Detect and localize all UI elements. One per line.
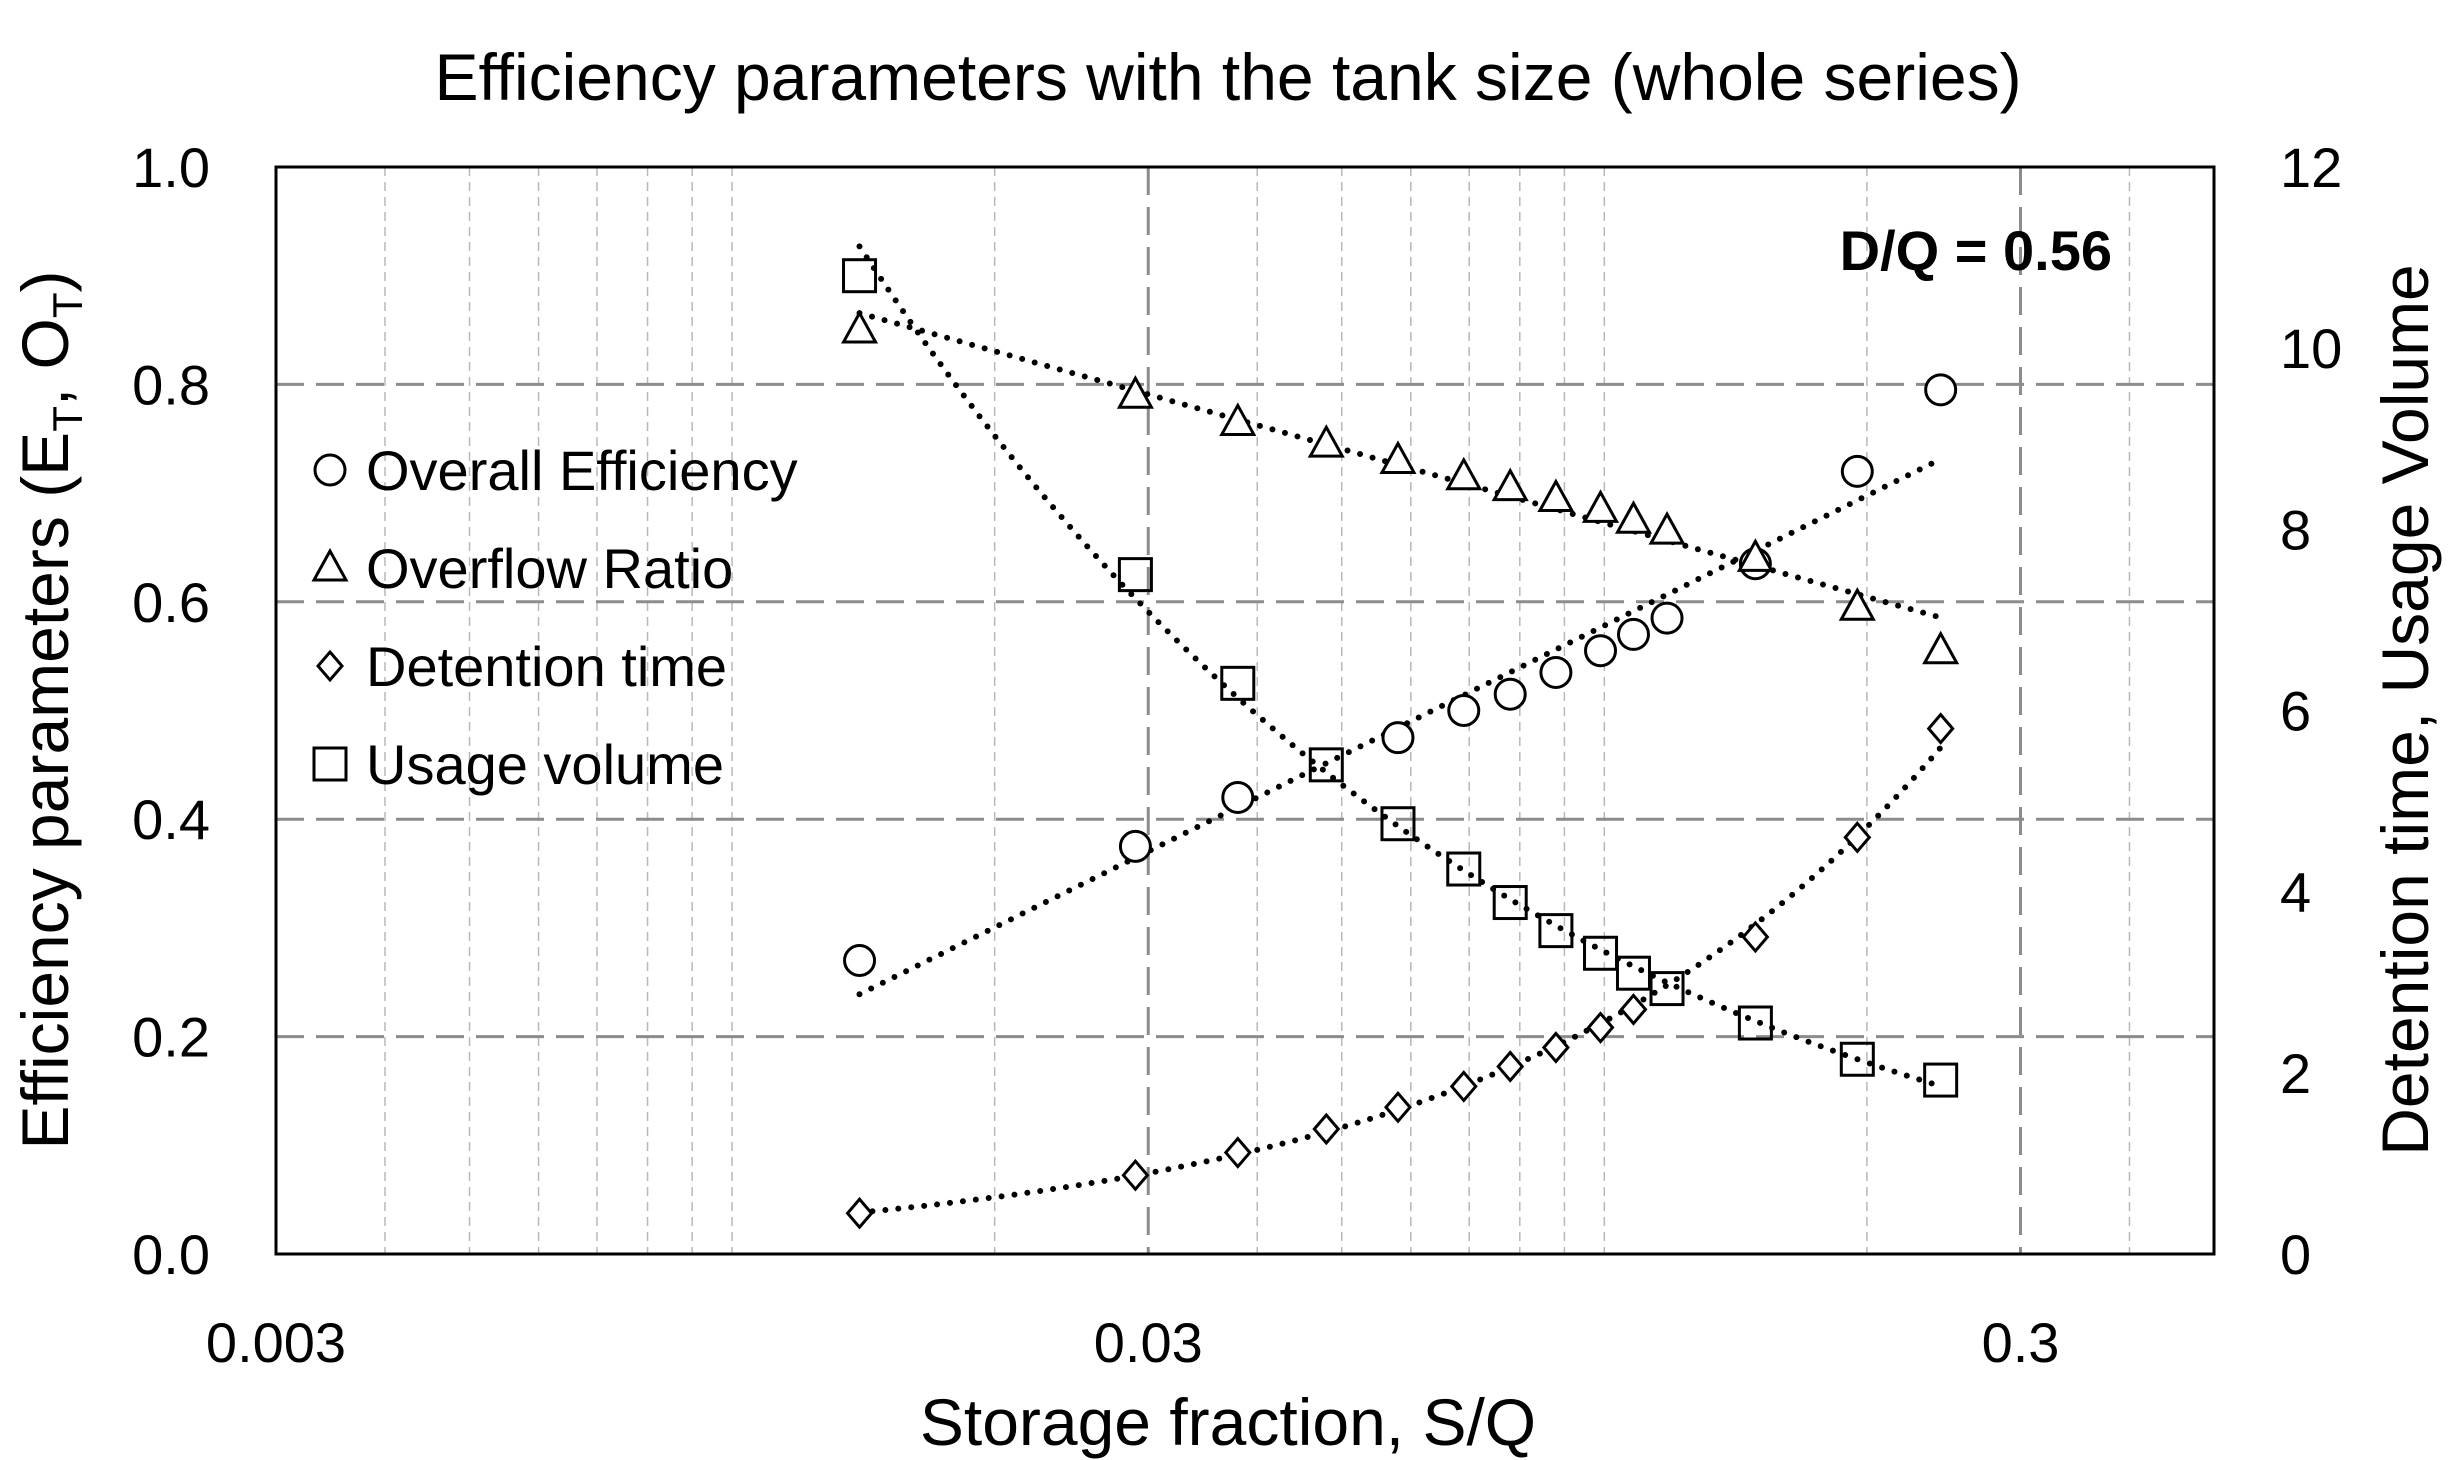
y-right-tick-label: 10 (2280, 317, 2342, 380)
data-point-diamond (1384, 1090, 1412, 1124)
legend-label: Detention time (366, 635, 727, 698)
y-left-tick-label: 0.8 (132, 353, 210, 416)
data-point-circle (843, 944, 877, 978)
data-point-square (1583, 935, 1619, 971)
data-point-circle (1840, 454, 1874, 488)
data-point-diamond (1741, 920, 1770, 954)
y-right-axis-title: Detention time, Usage Volume (2368, 264, 2442, 1155)
data-point-triangle (1379, 440, 1417, 474)
data-point-square (1117, 557, 1153, 593)
x-tick-label: 0.003 (206, 1311, 346, 1374)
data-point-circle (1616, 617, 1650, 651)
y-left-title-mid: , O (8, 318, 82, 406)
data-point-diamond (845, 1196, 874, 1230)
data-point-circle (1221, 780, 1255, 814)
y-left-title-sub1: T (44, 406, 91, 432)
plot-area-border (274, 165, 2216, 1256)
data-point-circle (1584, 634, 1618, 668)
legend: Overall Efficiency Overflow Ratio Detentio… (311, 439, 798, 796)
y-right-tick-label: 0 (2280, 1223, 2311, 1286)
y-left-tick-label: 0.2 (132, 1006, 210, 1069)
chart-title: Efficiency parameters with the tank size… (434, 40, 2021, 114)
data-point-square (1220, 665, 1256, 701)
data-point-square (1446, 851, 1482, 887)
x-tick-label: 0.03 (1094, 1311, 1203, 1374)
data-point-triangle (1736, 538, 1774, 572)
x-tick-label: 0.3 (1982, 1311, 2060, 1374)
data-point-square (1839, 1041, 1875, 1077)
data-point-square (1923, 1062, 1959, 1098)
trendline-square (856, 243, 1944, 1090)
data-point-triangle (1445, 456, 1483, 491)
legend-marker-triangle (311, 547, 349, 582)
data-point-triangle (1581, 489, 1620, 523)
y-right-tick-label: 8 (2280, 498, 2311, 561)
y-right-tick-label: 4 (2280, 861, 2311, 924)
data-point-square (1538, 913, 1574, 949)
data-point-circle (1118, 829, 1152, 863)
y-left-tick-label: 0.6 (132, 571, 210, 634)
legend-label: Overflow Ratio (366, 537, 733, 600)
data-point-diamond (1926, 712, 1955, 745)
data-point-triangle (1219, 402, 1257, 436)
data-point-square (1308, 747, 1344, 783)
data-point-square (1649, 971, 1685, 1007)
y-left-title-main: Efficiency parameters (E (8, 432, 82, 1150)
data-point-triangle (1838, 587, 1876, 621)
legend-marker-circle (313, 453, 347, 487)
data-point-circle (1493, 677, 1527, 711)
data-point-circle (1539, 655, 1573, 689)
data-point-triangle (1491, 467, 1529, 502)
data-point-square (1737, 1005, 1773, 1041)
data-point-triangle (1922, 630, 1960, 665)
data-point-diamond (1843, 821, 1872, 854)
data-point-diamond (1541, 1031, 1570, 1064)
data-point-diamond (1586, 1011, 1615, 1044)
data-point-diamond (1121, 1158, 1150, 1192)
data-point-diamond (1223, 1136, 1252, 1169)
data-point-square (1380, 806, 1416, 842)
y-right-tick-label: 2 (2280, 1042, 2311, 1105)
y-left-title-end: ) (8, 270, 82, 292)
data-markers (840, 258, 1960, 1230)
dq-annotation: D/Q = 0.56 (1840, 219, 2112, 282)
data-point-triangle (1648, 511, 1686, 545)
data-point-diamond (1496, 1050, 1525, 1083)
legend-marker-square (312, 746, 348, 782)
data-point-square (842, 258, 878, 294)
data-point-diamond (1619, 993, 1648, 1026)
legend-label: Usage volume (366, 733, 724, 796)
axis-ticks: 0.003 0.03 0.3 0.0 0.2 0.4 0.6 0.8 1.0 0 2 4 6 8 10 12 (132, 136, 2342, 1374)
data-point-circle (1381, 721, 1415, 755)
data-point-circle (1924, 373, 1958, 407)
data-point-triangle (1537, 478, 1575, 513)
data-point-diamond (1449, 1070, 1478, 1103)
data-point-diamond (1312, 1112, 1341, 1146)
data-point-square (1492, 885, 1528, 921)
y-left-tick-label: 1.0 (132, 136, 210, 199)
data-point-triangle (1614, 500, 1653, 534)
y-left-tick-label: 0.4 (132, 788, 210, 851)
data-point-square (1615, 955, 1651, 991)
y-left-axis-title: Efficiency parameters (ET, OT) (8, 270, 91, 1149)
grid (276, 167, 2214, 1254)
y-left-tick-label: 0.0 (132, 1223, 210, 1286)
trendline-diamond (856, 744, 1944, 1216)
x-axis-title: Storage fraction, S/Q (920, 1385, 1536, 1459)
data-point-triangle (1116, 375, 1154, 409)
y-right-tick-label: 6 (2280, 680, 2311, 743)
y-left-title-sub2: T (44, 292, 91, 318)
legend-label: Overall Efficiency (366, 439, 798, 502)
y-right-tick-label: 12 (2280, 136, 2342, 199)
data-point-triangle (840, 309, 879, 344)
data-point-triangle (1307, 424, 1345, 458)
data-point-circle (1650, 601, 1684, 635)
legend-marker-diamond (316, 649, 344, 683)
data-point-circle (1447, 694, 1481, 727)
